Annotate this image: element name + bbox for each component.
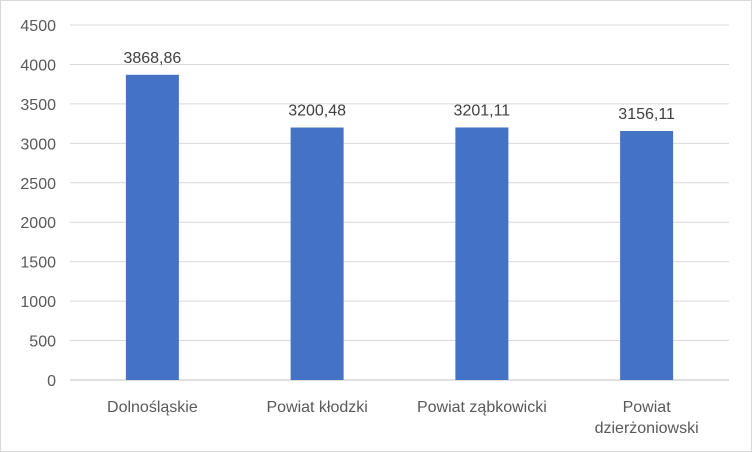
y-tick-label: 4500: [20, 18, 56, 35]
y-tick-label: 3500: [20, 97, 56, 114]
y-tick-label: 2000: [20, 215, 56, 232]
x-category-label: Powiat ząbkowicki: [417, 399, 547, 416]
data-label: 3868,86: [123, 50, 181, 67]
data-label: 3200,48: [288, 103, 346, 120]
data-label: 3156,11: [618, 106, 675, 123]
y-tick-label: 1500: [20, 255, 56, 272]
y-tick-label: 500: [29, 334, 56, 351]
bar: [620, 131, 674, 380]
y-tick-label: 0: [47, 373, 56, 390]
x-category-label: Powiat kłodzki: [266, 399, 367, 416]
bar: [290, 127, 344, 380]
x-category-label: Dolnośląskie: [107, 399, 198, 416]
bar: [125, 74, 179, 381]
y-tick-label: 2500: [20, 176, 56, 193]
y-tick-label: 1000: [20, 294, 56, 311]
bar: [455, 127, 509, 380]
data-label: 3201,11: [454, 102, 511, 119]
y-tick-label: 3000: [20, 136, 56, 153]
x-category-label: Powiat dzierżoniowski: [595, 399, 699, 437]
y-tick-label: 4000: [20, 57, 56, 74]
